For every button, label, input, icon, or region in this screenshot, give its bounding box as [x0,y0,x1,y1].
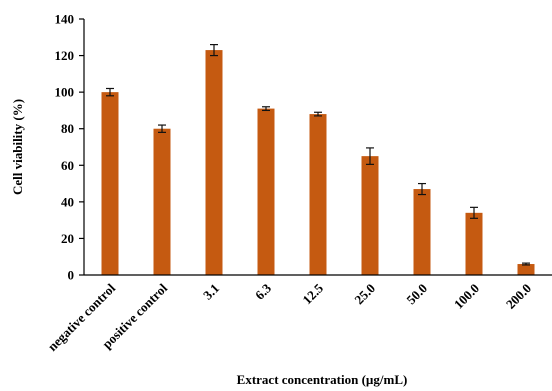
error-bar [210,43,218,57]
y-tick-label: 20 [61,231,74,246]
bar [257,108,275,275]
x-tick-label: 50.0 [403,281,430,308]
x-tick-label: 25.0 [351,281,378,308]
error-bar [418,182,426,196]
y-tick-label: 80 [61,121,74,136]
y-tick-label: 40 [61,194,74,209]
error-bar [366,147,374,165]
bar [465,212,483,275]
bar [413,189,431,275]
x-axis-title: Extract concentration (µg/mL) [237,372,408,387]
y-tick-label: 100 [55,85,75,100]
y-tick-label: 120 [55,48,75,63]
bars-group [101,43,535,276]
x-tick-label: 12.5 [299,280,326,307]
error-bar [158,124,166,133]
bar [361,156,379,275]
bar [517,264,535,275]
bar [101,92,119,276]
x-tick-label: 200.0 [503,281,534,312]
bar [205,50,223,276]
y-axis-title: Cell viability (%) [10,99,25,195]
bar [153,128,171,275]
error-bar [314,111,322,117]
bar [309,114,327,275]
error-bar [262,106,270,112]
x-tick-label: 100.0 [451,281,482,312]
error-bar [522,262,530,266]
x-tick-label: 3.1 [200,281,222,303]
y-axis-ticks: 0 20 40 60 80 100 120 140 [55,12,84,283]
y-tick-label: 140 [55,12,75,27]
x-tick-label: 6.3 [252,280,274,302]
error-bar [106,87,114,97]
y-tick-label: 60 [61,158,74,173]
y-tick-label: 0 [68,268,75,283]
error-bar [470,206,478,219]
